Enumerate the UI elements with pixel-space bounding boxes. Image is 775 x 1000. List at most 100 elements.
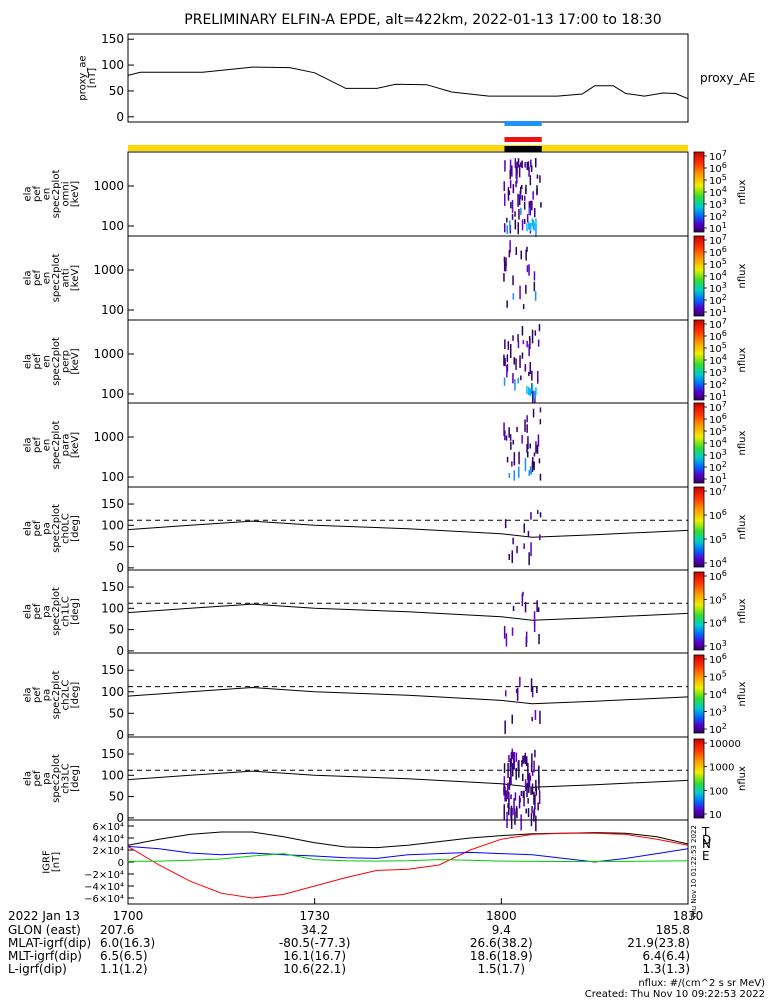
- spectrogram-para-mark: [529, 466, 532, 474]
- spectrogram-omni-mark: [506, 217, 508, 223]
- colorbar-ch2LC-tick-label: 106: [709, 652, 727, 666]
- pitch-angle-ch3LC-mark: [510, 815, 513, 829]
- pitch-angle-ytick-label: 50: [109, 540, 124, 554]
- spectrogram-perp-mark: [504, 339, 506, 350]
- pitch-angle-ch1LC-mark: [533, 611, 536, 625]
- spectrogram-omni-mark: [540, 202, 542, 208]
- spectrogram-omni-mark: [520, 186, 522, 194]
- spectrogram-omni-mark: [516, 161, 518, 175]
- pitch-angle-ch3LC-mark: [534, 749, 536, 758]
- spectrogram-omni-mark: [534, 208, 536, 218]
- spectrogram-omni-mark: [531, 218, 534, 227]
- pitch-angle-ch1LC-ylabel-line: pef: [32, 603, 43, 620]
- colorbar-para-tick-label: 107: [709, 400, 727, 414]
- spectrogram-perp-mark: [537, 371, 539, 384]
- spectrogram-omni-mark: [536, 174, 539, 179]
- spectrogram-omni-mark: [515, 181, 517, 188]
- spectrogram-perp-mark: [528, 371, 530, 376]
- spectrogram-para-mark: [512, 439, 514, 445]
- spectrogram-para-ylabel-line: en: [41, 439, 52, 452]
- spectrogram-perp-mark: [528, 336, 531, 341]
- spectrogram-para-frame: [127, 402, 689, 488]
- spectrogram-para-ylabel-line: ela: [22, 437, 33, 452]
- pitch-angle-ch3LC-mark: [514, 811, 516, 825]
- spectrogram-omni-mark: [528, 221, 530, 230]
- pitch-angle-ch3LC-mark: [535, 815, 537, 832]
- pitch-angle-ch3LC-ylabel-line: pef: [32, 770, 43, 787]
- colorbar-ch3LC-label-group: nflux: [737, 766, 748, 791]
- spectrogram-omni-mark: [532, 220, 535, 230]
- spectrogram-anti-mark: [526, 265, 529, 273]
- spectrogram-perp-mark: [513, 357, 515, 365]
- ephemeris-value: 26.6(38.2): [470, 936, 533, 950]
- spectrogram-para-mark: [529, 443, 531, 449]
- colorbar-ch3LC-tick-label: 100: [709, 786, 728, 797]
- ephemeris-value: 10.6(22.1): [283, 962, 346, 976]
- spectrogram-ytick-label: 1000: [93, 179, 124, 193]
- spectrogram-para-mark: [516, 426, 518, 433]
- pitch-angle-ch3LC-mark: [533, 791, 535, 805]
- pitch-angle-ch3LC-mark: [528, 773, 531, 787]
- spectrogram-perp-mark: [529, 337, 531, 349]
- colorbar-ch3LC-tick-label: 1000: [709, 763, 734, 774]
- colorbar-ch0LC-tick-label: 104: [709, 556, 727, 570]
- spectrogram-para-mark: [524, 419, 526, 432]
- spectrogram-para-mark: [533, 461, 535, 471]
- spectrogram-omni-frame: [127, 151, 689, 237]
- spectrogram-omni-mark: [521, 160, 523, 169]
- ephemeris-value: 18.6(18.9): [470, 949, 533, 963]
- pitch-angle-ch2LC-ylabel-line: pef: [32, 687, 43, 704]
- pitch-angle-ch3LC-mark: [533, 809, 535, 814]
- status-bar-yellow: [128, 145, 688, 151]
- spectrogram-ytick-label: 100: [101, 303, 124, 317]
- pitch-angle-ch3LC-ylabel-line: [deg]: [70, 765, 81, 792]
- igrf-ytick-label: −2×10⁴: [84, 870, 124, 881]
- spectrogram-omni-mark: [509, 220, 511, 231]
- colorbar-para-tick-label: 102: [709, 460, 727, 474]
- spectrogram-ytick-label: 100: [101, 470, 124, 484]
- pitch-angle-ch3LC-mark: [538, 790, 541, 804]
- spectrogram-omni-mark: [511, 200, 514, 213]
- spectrogram-anti-mark: [503, 256, 506, 262]
- spectrogram-ytick-label: 1000: [93, 430, 124, 444]
- spectrogram-perp-mark: [528, 344, 530, 357]
- pitch-angle-ch3LC-mark: [527, 773, 529, 789]
- pitch-angle-ch2LC-mark: [515, 688, 518, 694]
- spectrogram-omni-mark: [520, 162, 522, 167]
- spectrogram-para-mark: [518, 466, 520, 478]
- pitch-angle-ch3LC-mark: [520, 814, 522, 831]
- pitch-angle-ch3LC-ylabel-line: pa: [41, 772, 52, 784]
- spectrogram-perp-mark: [520, 375, 522, 381]
- status-bar-black: [504, 146, 542, 152]
- colorbar-omni-tick-label: 102: [709, 209, 727, 223]
- pitch-angle-ch1LC-mark: [524, 602, 527, 613]
- pitch-angle-ch2LC-mark: [536, 686, 538, 694]
- colorbar-para-tick-label: 105: [709, 424, 727, 438]
- ephemeris-row-label: L-igrf(dip): [8, 962, 67, 976]
- spectrogram-para-mark: [533, 452, 536, 457]
- colorbar-anti: [693, 235, 705, 317]
- spectrogram-anti-mark: [515, 246, 517, 255]
- spectrogram-omni-mark: [524, 195, 526, 201]
- spectrogram-perp-ylabel-line: perp: [60, 350, 71, 373]
- spectrogram-perp-ylabel-line: spec2plot: [51, 337, 62, 386]
- pitch-angle-ch3LC-mark: [531, 783, 534, 795]
- colorbar-omni-label: nflux: [737, 179, 748, 204]
- spectrogram-omni-mark: [518, 194, 521, 206]
- pitch-angle-ch3LC-mark: [509, 762, 512, 768]
- igrf-ytick-label: −6×10⁴: [84, 894, 124, 905]
- time-axis-tick-label: 1700: [113, 909, 144, 923]
- colorbar-para-tick-label: 104: [709, 436, 727, 450]
- spectrogram-anti-mark: [519, 285, 521, 300]
- igrf-series-N: [127, 832, 689, 899]
- spectrogram-omni-mark: [511, 165, 513, 177]
- colorbar-ch2LC-tick-label: 105: [709, 670, 727, 684]
- spectrogram-para-mark: [511, 461, 513, 467]
- pitch-angle-ch3LC-mark: [519, 797, 521, 803]
- igrf-ylabel-line: IGRF: [41, 850, 52, 874]
- spectrogram-omni-mark: [506, 225, 508, 234]
- spectrogram-ytick-label: 1000: [93, 347, 124, 361]
- pitch-angle-ch2LC-mark: [531, 686, 534, 698]
- colorbar-perp-tick-label: 104: [709, 353, 727, 367]
- igrf-ytick-label: 0: [118, 858, 124, 869]
